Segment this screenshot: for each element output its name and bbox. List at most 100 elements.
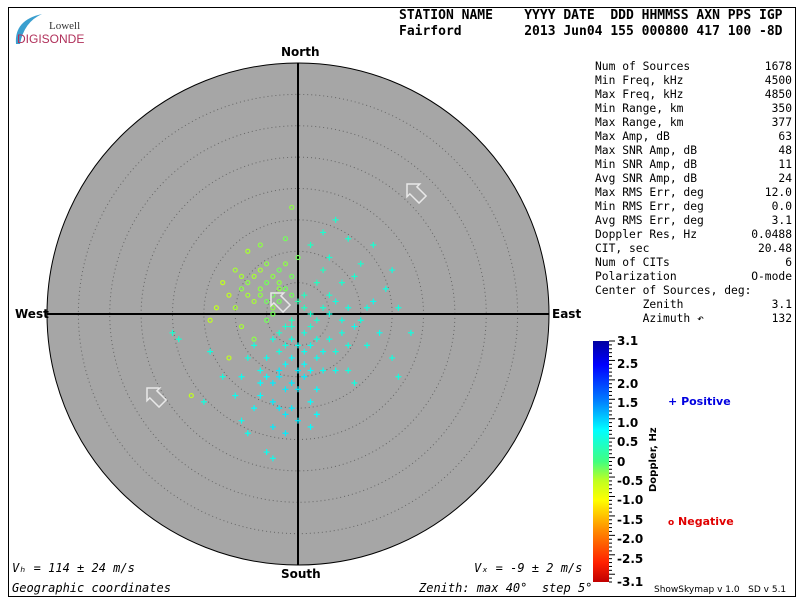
- stat-row: Max RMS Err, deg 12.0: [595, 186, 792, 200]
- positive-doppler-point: [370, 298, 377, 305]
- positive-doppler-point: [282, 430, 289, 437]
- positive-doppler-point: [345, 235, 352, 242]
- stat-label: Avg SNR Amp, dB: [595, 172, 698, 185]
- stat-value: O-mode: [751, 270, 792, 283]
- stat-label: Avg RMS Err, deg: [595, 214, 704, 227]
- stat-value: 63: [778, 130, 792, 143]
- horizontal-velocity: Vₕ = 114 ± 24 m/s: [12, 561, 135, 575]
- positive-doppler-point: [307, 311, 314, 317]
- positive-doppler-point: [269, 423, 276, 430]
- positive-doppler-point: [276, 405, 283, 412]
- stat-value: 132: [771, 312, 792, 325]
- stat-label: Max SNR Amp, dB: [595, 144, 698, 157]
- stat-row: CIT, sec 20.48: [595, 242, 792, 256]
- negative-doppler-point: [257, 292, 263, 298]
- positive-doppler-point: [307, 423, 314, 430]
- positive-doppler-point: [332, 216, 339, 223]
- stat-label: Max Amp, dB: [595, 130, 670, 143]
- negative-doppler-point: [264, 298, 270, 305]
- negative-doppler-point: [270, 305, 276, 311]
- colorbar-tick-label: -2.0: [617, 532, 644, 547]
- positive-doppler-point: [238, 373, 245, 380]
- positive-doppler-point: [351, 323, 358, 330]
- stat-value: 4500: [764, 74, 792, 87]
- positive-doppler-point: [320, 348, 327, 355]
- positive-doppler-point: [326, 292, 333, 299]
- circle-icon: o: [668, 518, 675, 528]
- doppler-colorbar: [593, 341, 609, 582]
- zenith-scale: Zenith: max 40° step 5°: [419, 581, 593, 595]
- positive-doppler-point: [338, 329, 345, 336]
- negative-doppler-point: [238, 286, 245, 292]
- positive-doppler-point: [357, 317, 364, 324]
- label-south: South: [281, 567, 321, 581]
- negative-doppler-point: [245, 292, 251, 298]
- negative-doppler-point: [257, 267, 263, 273]
- negative-doppler-point: [238, 323, 245, 330]
- positive-doppler-point: [269, 455, 276, 462]
- logo-swoosh-icon: [15, 14, 42, 44]
- colorbar-tick-label: 2.5: [617, 357, 639, 372]
- positive-doppler-point: [263, 354, 270, 361]
- colorbar-label: Doppler, Hz: [648, 427, 659, 492]
- negative-doppler-point: [276, 286, 282, 292]
- negative-doppler-point: [226, 355, 232, 361]
- positive-doppler-point: [295, 386, 301, 393]
- stat-row: Max Freq, kHz 4850: [595, 88, 792, 102]
- positive-doppler-point: [257, 367, 264, 374]
- stat-label: Min Freq, kHz: [595, 74, 684, 87]
- stat-label: CIT, sec: [595, 242, 650, 255]
- stat-row: Num of CITs 6: [595, 256, 792, 270]
- positive-doppler-point: [357, 260, 364, 267]
- stat-label: Min SNR Amp, dB: [595, 158, 698, 171]
- positive-doppler-point: [307, 323, 314, 330]
- stat-row: Min RMS Err, deg 0.0: [595, 200, 792, 214]
- positive-doppler-point: [276, 373, 283, 380]
- stat-row: Zenith 3.1: [595, 298, 792, 312]
- velocity-arrow-icon: [406, 183, 428, 205]
- positive-doppler-point: [301, 348, 308, 355]
- positive-doppler-point: [288, 354, 295, 361]
- negative-doppler-point: [238, 273, 245, 279]
- positive-doppler-point: [320, 304, 327, 311]
- positive-doppler-point: [295, 298, 301, 305]
- positive-doppler-point: [301, 373, 308, 380]
- positive-doppler-point: [269, 380, 276, 387]
- positive-doppler-point: [320, 229, 327, 236]
- stat-label: Min Range, km: [595, 102, 684, 115]
- positive-doppler-point: [200, 398, 207, 405]
- colorbar-tick-label: -1.5: [617, 512, 644, 527]
- label-north: North: [281, 45, 320, 59]
- stat-label: Center of Sources, deg:: [595, 284, 752, 297]
- stat-label: Min RMS Err, deg: [595, 200, 704, 213]
- positive-doppler-point: [395, 304, 402, 311]
- positive-doppler-point: [175, 336, 182, 343]
- negative-doppler-point: [232, 305, 238, 311]
- colorbar-ticks: [609, 340, 615, 583]
- negative-doppler-point: [245, 280, 251, 286]
- negative-doppler-point: [257, 286, 263, 292]
- stat-row: Center of Sources, deg:: [595, 284, 792, 298]
- positive-doppler-point: [313, 317, 320, 324]
- legend-positive-label: Positive: [681, 395, 731, 408]
- positive-doppler-point: [389, 354, 396, 361]
- positive-doppler-point: [307, 342, 314, 349]
- stat-value: 3.1: [771, 214, 792, 227]
- positive-doppler-point: [301, 361, 308, 368]
- positive-doppler-point: [282, 386, 289, 393]
- positive-doppler-point: [332, 298, 339, 305]
- positive-doppler-point: [295, 417, 301, 424]
- positive-doppler-point: [389, 267, 396, 274]
- positive-doppler-point: [169, 329, 176, 336]
- negative-doppler-point: [232, 267, 238, 273]
- stat-row: Polarization O-mode: [595, 270, 792, 284]
- stat-row: Avg SNR Amp, dB 24: [595, 172, 792, 186]
- positive-doppler-point: [251, 405, 258, 412]
- colorbar-tick-label: -3.1: [617, 575, 644, 589]
- positive-doppler-point: [313, 279, 320, 286]
- positive-doppler-point: [376, 329, 383, 336]
- stat-label: Polarization: [595, 270, 677, 283]
- positive-doppler-point: [288, 405, 295, 412]
- colorbar-tick-label: -1.0: [617, 493, 644, 508]
- positive-doppler-point: [276, 329, 283, 336]
